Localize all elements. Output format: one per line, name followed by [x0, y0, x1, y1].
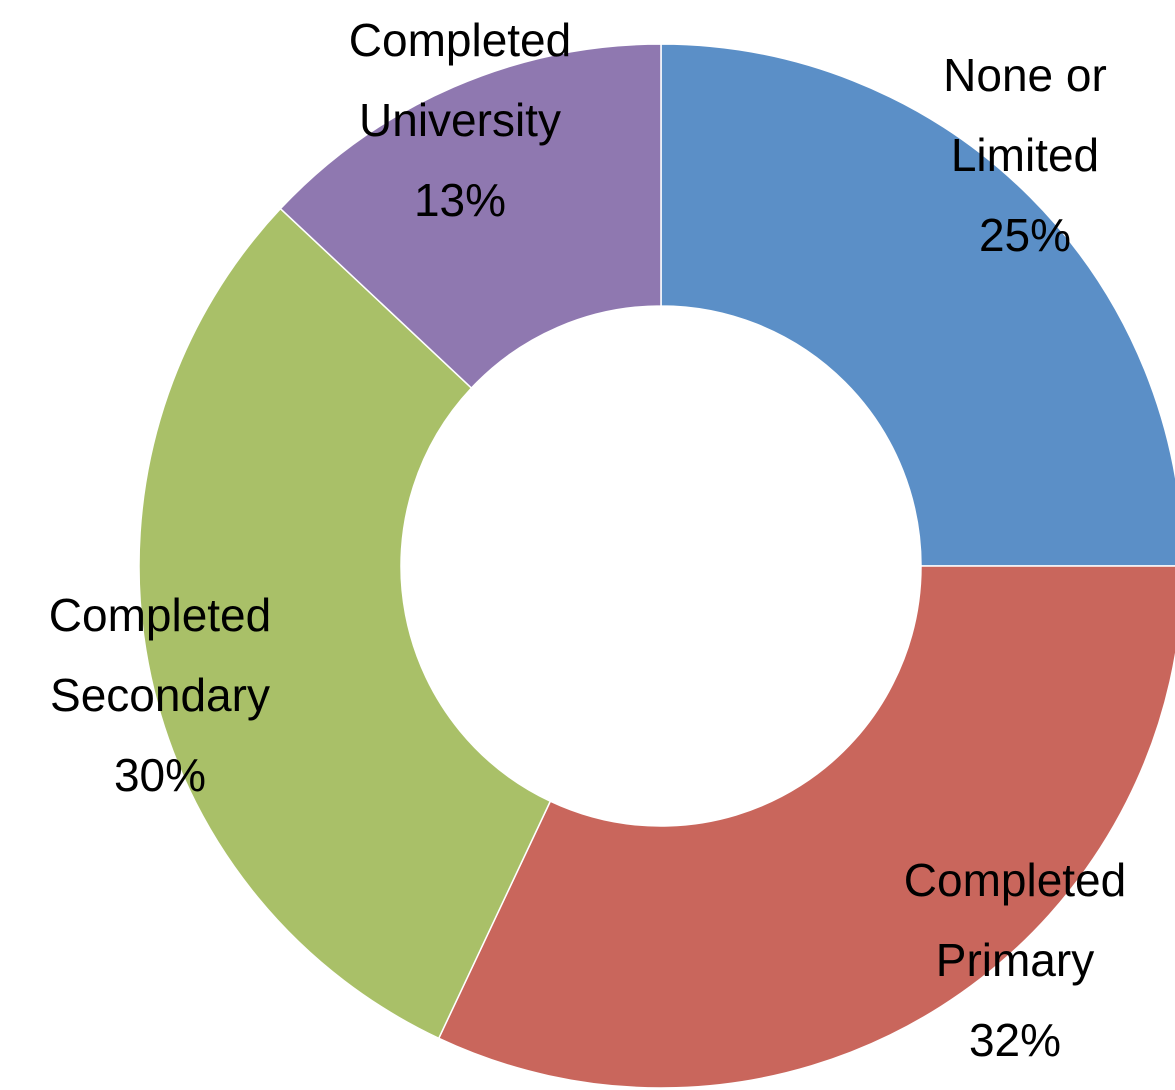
- donut-slice: [279, 43, 662, 390]
- category-label: Completed University: [348, 14, 572, 146]
- category-label: None or Limited: [943, 49, 1107, 181]
- value-label: 13%: [413, 174, 507, 226]
- value-label: 30%: [113, 749, 207, 801]
- donut-slice: [437, 565, 1175, 1089]
- donut-slice: [660, 43, 1175, 567]
- slice-label: Completed University 13%: [295, 0, 625, 240]
- value-label: 25%: [978, 209, 1072, 261]
- value-label: 32%: [968, 1014, 1062, 1066]
- slice-label: Completed Secondary 30%: [0, 575, 325, 815]
- category-label: Completed Primary: [903, 854, 1127, 986]
- slice-label: None or Limited 25%: [905, 35, 1145, 275]
- category-label: Completed Secondary: [48, 589, 272, 721]
- slice-label: Completed Primary 32%: [850, 840, 1175, 1080]
- donut-slice: [138, 207, 552, 1040]
